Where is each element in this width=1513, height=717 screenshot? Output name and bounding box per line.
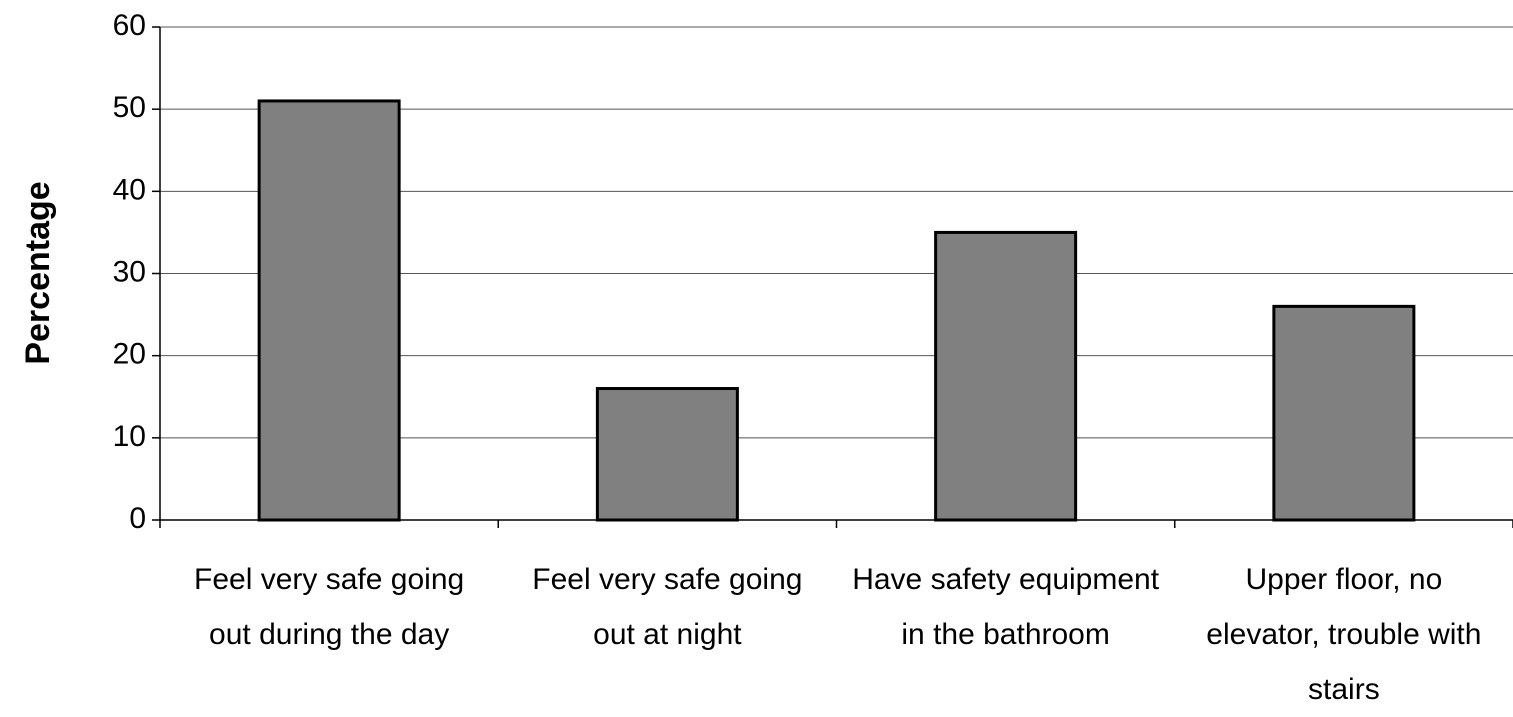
bar	[595, 387, 739, 522]
y-tick-label: 60	[113, 9, 146, 42]
x-tick-label: Feel very safe going out at night	[532, 563, 803, 651]
bar	[934, 230, 1078, 522]
x-tick-label: Have safety equipment in the bathroom	[852, 563, 1160, 651]
bar	[1272, 304, 1416, 522]
x-tick-label: Upper floor, no elevator, trouble with s…	[1206, 563, 1482, 706]
bar	[257, 99, 401, 522]
x-tick-label: Feel very safe going out during the day	[194, 563, 465, 651]
y-tick-label: 10	[113, 420, 146, 453]
y-axis-label: Percentage	[19, 181, 57, 364]
y-tick-label: 20	[113, 338, 146, 371]
y-tick-label: 50	[113, 91, 146, 124]
y-tick-label: 40	[113, 173, 146, 206]
y-tick-label: 30	[113, 255, 146, 288]
y-tick-label: 0	[129, 502, 146, 535]
